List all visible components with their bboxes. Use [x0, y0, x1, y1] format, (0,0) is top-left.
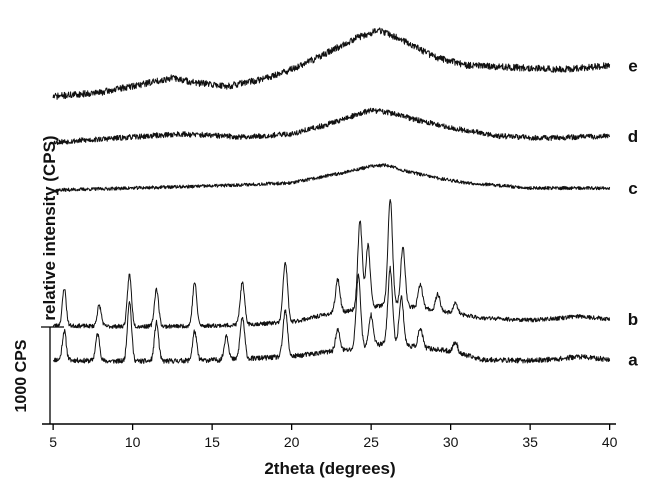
series-label-a: a — [628, 351, 638, 370]
x-tick-label: 40 — [602, 434, 618, 450]
series-label-c: c — [628, 179, 637, 198]
series-line-d — [52, 107, 611, 145]
scale-bar-label: 1000 CPS — [13, 339, 30, 412]
series-line-c — [52, 163, 611, 193]
series-line-b — [52, 199, 611, 329]
x-tick-label: 35 — [522, 434, 538, 450]
x-tick-label: 30 — [443, 434, 459, 450]
y-axis-title: relative intensity (CPS) — [40, 135, 59, 320]
x-tick-label: 5 — [49, 434, 57, 450]
x-tick-label: 10 — [125, 434, 141, 450]
x-tick-label: 20 — [284, 434, 300, 450]
x-tick-label: 25 — [363, 434, 379, 450]
series-line-e — [52, 27, 611, 100]
x-tick-label: 15 — [204, 434, 220, 450]
x-axis-ticks: 5 10 15 20 25 30 35 40 — [49, 424, 618, 450]
series-line-a — [52, 265, 611, 364]
series-label-d: d — [628, 127, 638, 146]
series-curves — [52, 27, 611, 364]
series-label-b: b — [628, 310, 638, 329]
series-labels: a b c d e — [628, 56, 638, 369]
x-axis-title: 2theta (degrees) — [264, 459, 395, 478]
series-label-e: e — [628, 56, 637, 75]
